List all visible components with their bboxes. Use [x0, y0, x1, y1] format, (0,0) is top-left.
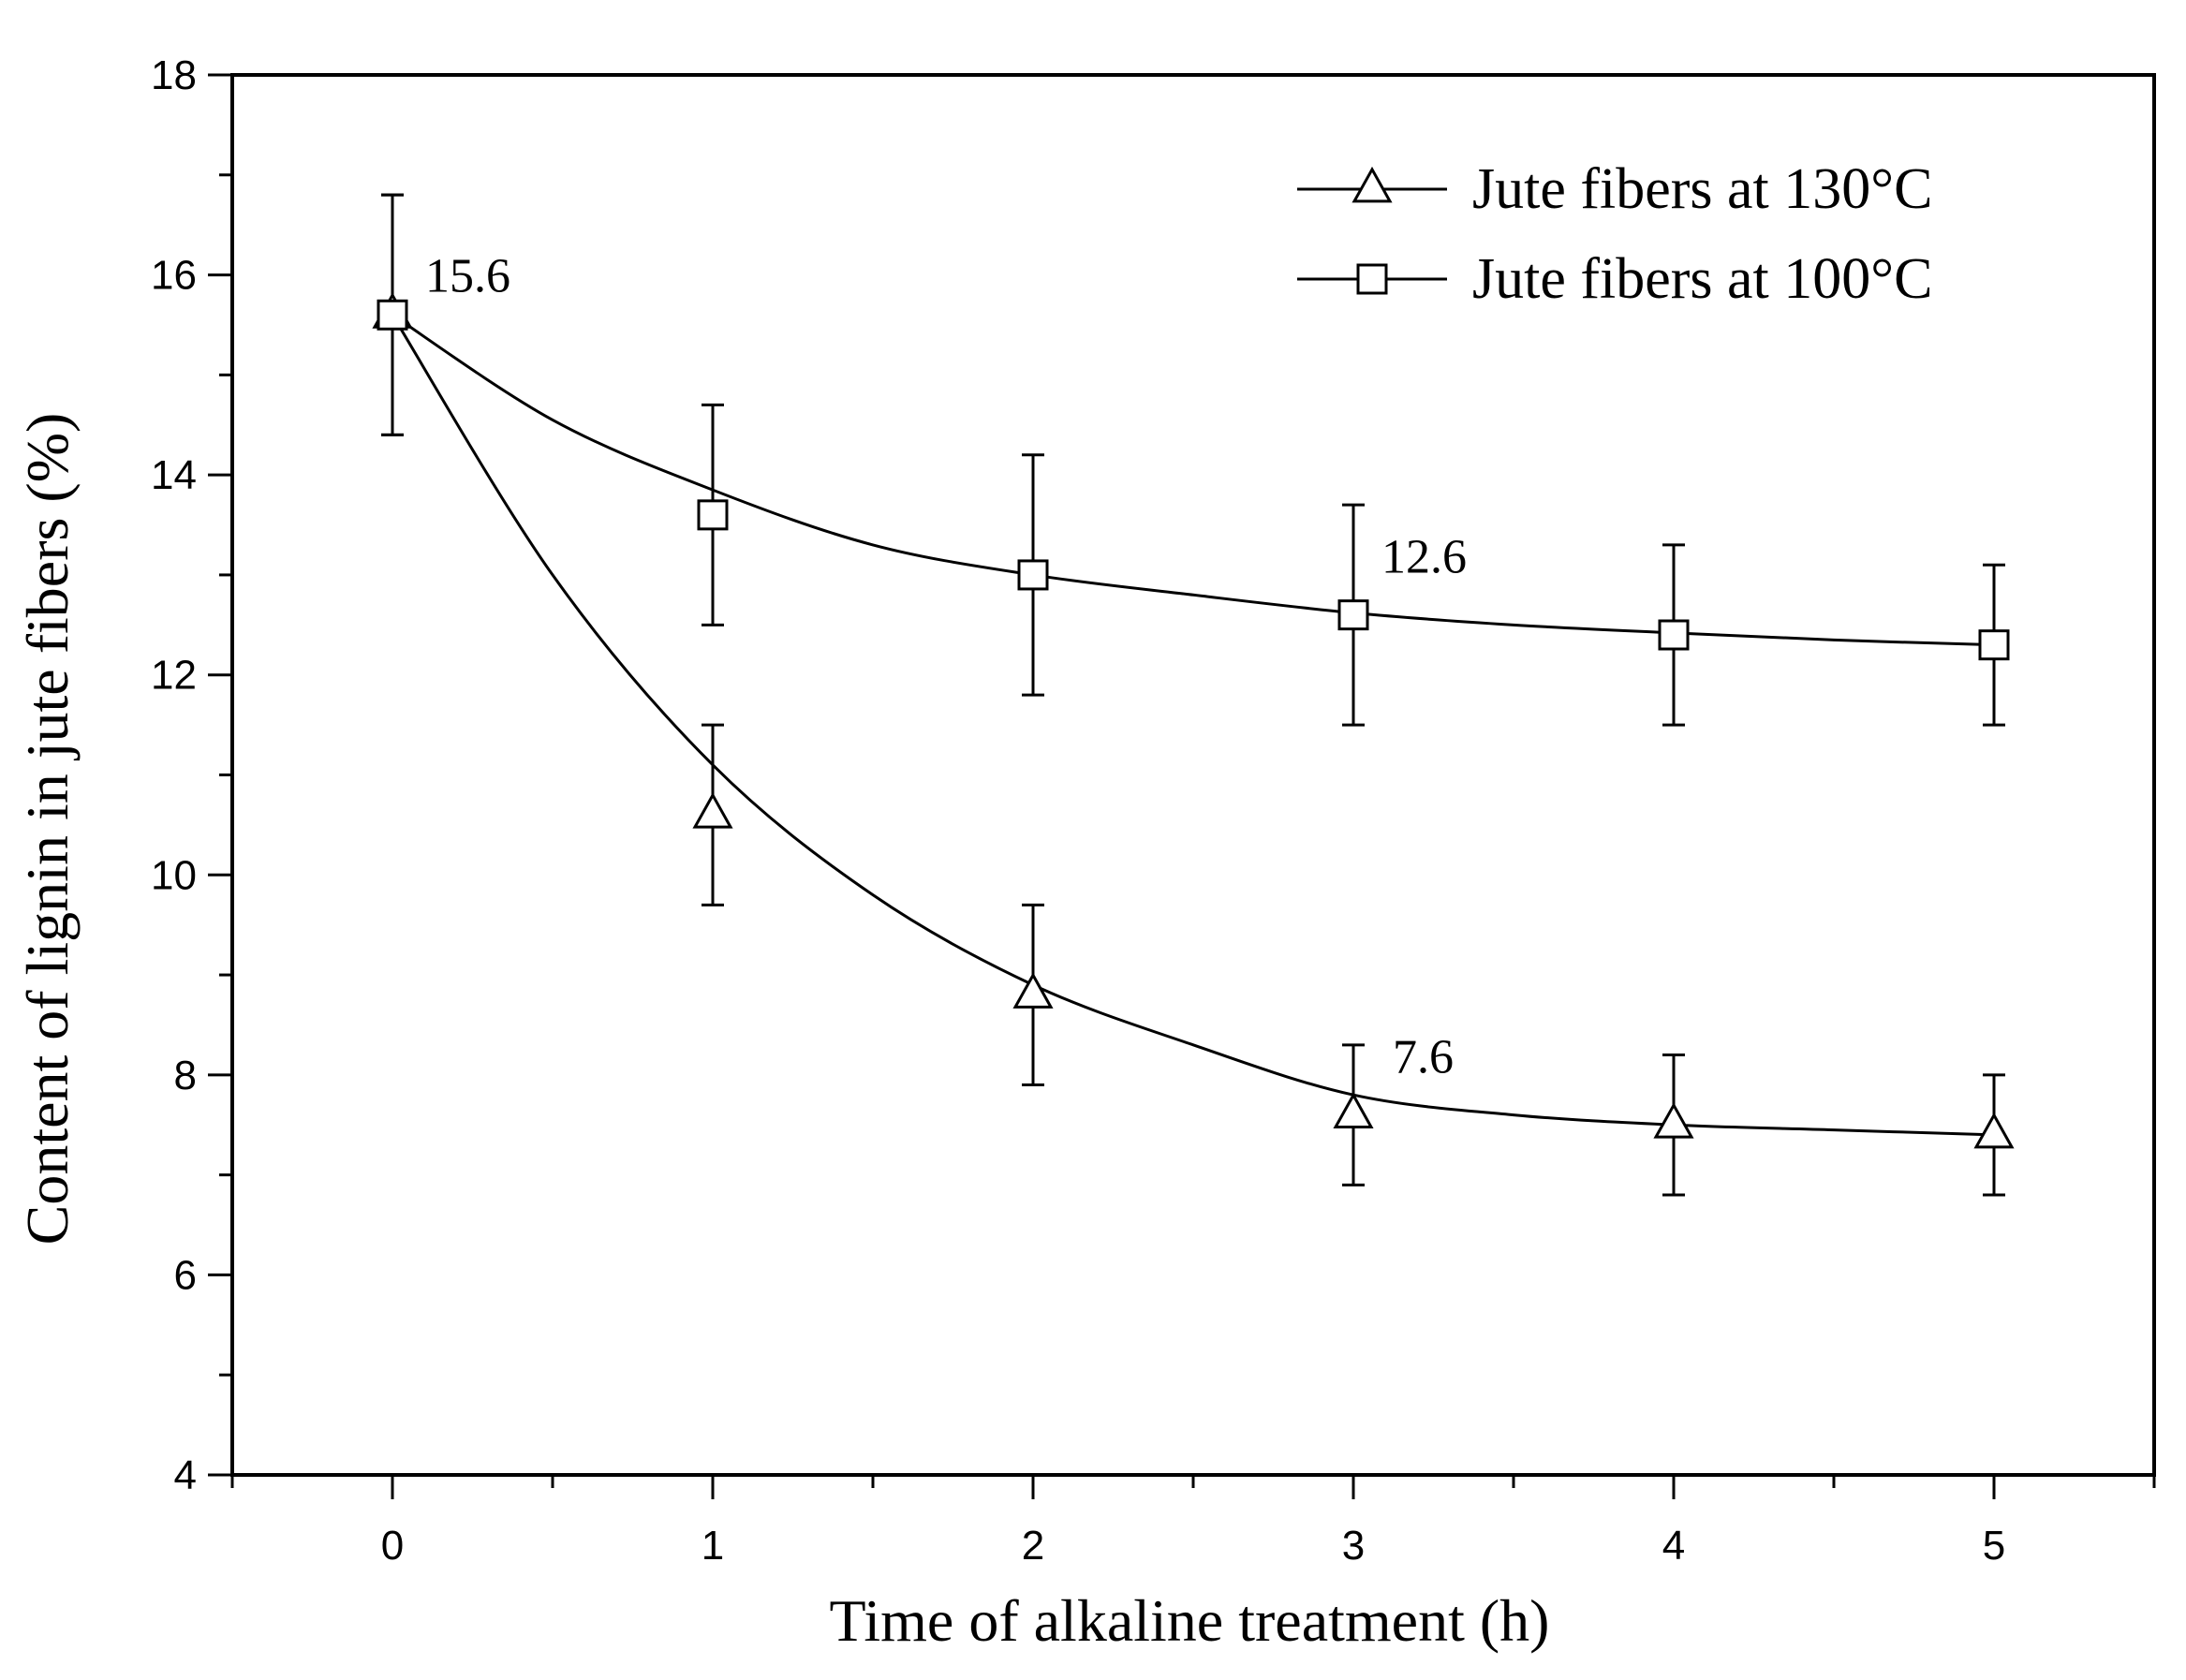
- data-point-square: [1337, 599, 1369, 631]
- y-tick-label: 16: [151, 253, 197, 299]
- y-tick-label: 18: [151, 52, 197, 98]
- data-point-triangle: [1653, 1102, 1694, 1139]
- y-tick-label: 12: [151, 653, 197, 699]
- x-tick-label: 2: [1022, 1523, 1044, 1569]
- data-point-triangle: [692, 792, 733, 829]
- y-tick-label: 10: [151, 852, 197, 898]
- data-annotation: 12.6: [1381, 531, 1467, 584]
- x-tick-label: 1: [702, 1523, 724, 1569]
- x-tick-label: 3: [1342, 1523, 1365, 1569]
- data-point-triangle: [1012, 972, 1054, 1009]
- data-point-square: [697, 499, 729, 531]
- legend-marker-square: [1356, 263, 1388, 295]
- data-point-triangle: [1973, 1112, 2015, 1149]
- data-point-square: [1017, 559, 1049, 591]
- fit-curve-square: [391, 314, 1995, 647]
- legend-marker-triangle: [1351, 166, 1393, 203]
- data-point-square: [1658, 619, 1690, 651]
- x-tick-label: 5: [1983, 1523, 2005, 1569]
- fit-curve-triangle: [391, 314, 1995, 1137]
- legend-label-triangle: Jute fibers at 130°C: [1472, 157, 1932, 221]
- x-tick-label: 4: [1662, 1523, 1685, 1569]
- x-axis-title: Time of alkaline treatment (h): [830, 1587, 1550, 1654]
- data-point-triangle: [1333, 1092, 1374, 1128]
- y-tick-label: 4: [174, 1452, 197, 1498]
- data-point-square: [1978, 629, 2010, 661]
- data-annotation: 15.6: [425, 249, 510, 302]
- data-annotation: 7.6: [1393, 1031, 1454, 1084]
- y-tick-label: 14: [151, 452, 197, 498]
- y-axis-title: Content of lignin in jute fibers (%): [14, 413, 81, 1245]
- legend-label-square: Jute fibers at 100°C: [1472, 247, 1932, 311]
- y-tick-label: 6: [174, 1252, 197, 1298]
- data-point-square: [377, 299, 408, 331]
- x-tick-label: 0: [381, 1523, 404, 1569]
- y-tick-label: 8: [174, 1053, 197, 1098]
